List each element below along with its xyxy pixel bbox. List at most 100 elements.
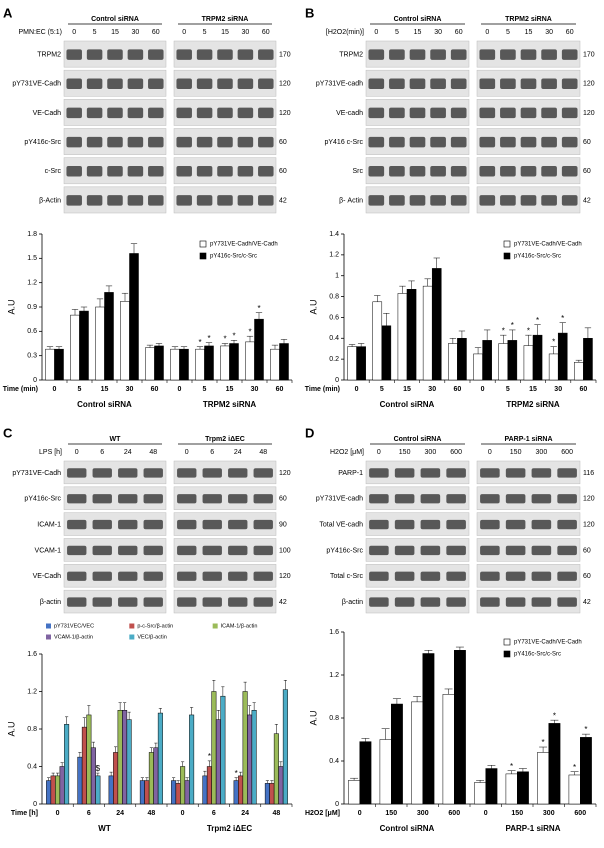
blot-strip bbox=[476, 564, 581, 588]
bar bbox=[474, 782, 487, 805]
significance: * bbox=[257, 304, 260, 313]
blot-band bbox=[66, 136, 82, 148]
mw-label: 170 bbox=[279, 51, 291, 58]
bar bbox=[204, 345, 214, 381]
bar bbox=[77, 756, 83, 805]
blot-band bbox=[143, 597, 163, 607]
blot-band bbox=[217, 107, 233, 119]
bar bbox=[157, 712, 163, 805]
group-label: Trpm2 iΔEC bbox=[205, 436, 245, 443]
blot-band bbox=[86, 195, 103, 206]
blot-band bbox=[368, 49, 385, 60]
x-tick-label: 48 bbox=[272, 810, 280, 817]
blot-strip bbox=[173, 538, 277, 562]
lane-label: 30 bbox=[132, 29, 140, 36]
mw-label: 120 bbox=[583, 496, 595, 503]
y-axis-label: A.U bbox=[6, 721, 16, 736]
bar bbox=[580, 737, 592, 805]
blot-band bbox=[479, 78, 496, 89]
significance: * bbox=[511, 321, 514, 330]
blot-band bbox=[143, 571, 163, 581]
x-tick-label: 15 bbox=[529, 386, 537, 393]
blot-strip bbox=[476, 460, 581, 485]
mw-label: 42 bbox=[583, 197, 591, 204]
mw-label: 170 bbox=[583, 51, 595, 58]
y-axis-label: A.U bbox=[308, 710, 318, 725]
blot-band bbox=[450, 166, 467, 177]
lane-label: 24 bbox=[124, 449, 132, 456]
bar bbox=[215, 719, 221, 805]
blot-band bbox=[127, 195, 144, 206]
lane-label: 6 bbox=[210, 449, 214, 456]
blot-band bbox=[253, 468, 273, 478]
blot-band bbox=[541, 136, 557, 148]
blot-band bbox=[177, 597, 197, 607]
blot-band bbox=[86, 78, 103, 89]
blot-band bbox=[177, 571, 197, 581]
legend-swatch bbox=[129, 634, 135, 640]
bar bbox=[278, 766, 284, 805]
blot-band bbox=[253, 545, 273, 556]
group-label: Control siRNA bbox=[380, 824, 435, 833]
blot-band bbox=[505, 597, 526, 607]
lane-label: 300 bbox=[425, 449, 437, 456]
blot-band bbox=[228, 571, 248, 581]
significance: * bbox=[552, 338, 555, 347]
blot-strip bbox=[63, 564, 167, 588]
blot-band bbox=[176, 136, 192, 148]
bar bbox=[113, 752, 119, 805]
blot-strip bbox=[365, 460, 470, 485]
blot-band bbox=[450, 195, 467, 206]
bar bbox=[50, 775, 56, 805]
blot-band bbox=[430, 107, 446, 119]
blot-band bbox=[561, 107, 578, 119]
legend-swatch bbox=[46, 634, 51, 640]
blot-band bbox=[541, 195, 557, 206]
blot-band bbox=[107, 166, 123, 177]
blot-band bbox=[557, 571, 577, 581]
y-tick-label: 0.8 bbox=[329, 715, 339, 722]
x-axis-label: H2O2 [μM] bbox=[305, 810, 340, 817]
lane-label: 5 bbox=[506, 29, 510, 36]
blot-band bbox=[107, 107, 123, 119]
blot-band bbox=[500, 107, 516, 119]
y-tick-label: 1.2 bbox=[27, 688, 37, 695]
bar bbox=[245, 341, 255, 381]
mw-label: 120 bbox=[279, 110, 291, 117]
y-tick-label: 0.3 bbox=[27, 353, 37, 360]
blot-band bbox=[541, 107, 557, 119]
blot-band bbox=[394, 545, 415, 556]
group-label: Control siRNA bbox=[380, 400, 435, 409]
x-axis-label: Time [h] bbox=[11, 810, 38, 817]
blot-band bbox=[67, 597, 87, 607]
blot-band bbox=[531, 545, 552, 556]
x-tick-label: 0 bbox=[358, 810, 362, 817]
blot-band bbox=[237, 107, 254, 119]
bar bbox=[454, 650, 466, 805]
x-tick-label: 15 bbox=[403, 386, 411, 393]
blot-band bbox=[430, 78, 446, 89]
legend-label: pY731VE-Cadh/VE-Cadh bbox=[514, 242, 582, 248]
blot-band bbox=[258, 49, 274, 60]
bar bbox=[86, 714, 92, 805]
x-tick-label: 0 bbox=[181, 810, 185, 817]
y-tick-label: 1.2 bbox=[329, 252, 339, 259]
blot-band bbox=[202, 571, 222, 581]
bar bbox=[422, 653, 435, 805]
x-tick-label: 6 bbox=[87, 810, 91, 817]
lane-label: 24 bbox=[234, 449, 242, 456]
lane-label: 600 bbox=[561, 449, 573, 456]
blot-band bbox=[127, 166, 144, 177]
mw-label: 60 bbox=[279, 139, 287, 146]
mw-label: 60 bbox=[583, 139, 591, 146]
bar bbox=[347, 346, 357, 381]
bar bbox=[180, 766, 186, 805]
blot-strip bbox=[365, 512, 470, 536]
bar bbox=[264, 783, 270, 805]
blot-band bbox=[531, 468, 552, 478]
bar bbox=[79, 310, 89, 381]
y-tick-label: 0.4 bbox=[329, 335, 339, 342]
blot-band bbox=[258, 166, 274, 177]
blot-band bbox=[409, 49, 426, 60]
mw-label: 60 bbox=[583, 168, 591, 175]
